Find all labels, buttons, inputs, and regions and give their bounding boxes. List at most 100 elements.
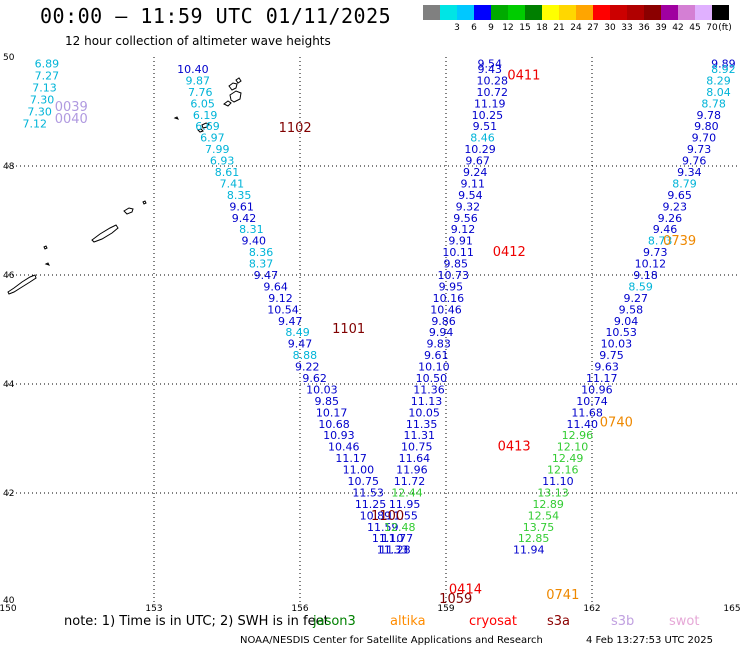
island (43, 245, 48, 250)
wave-height-value: 7.30 (30, 94, 55, 107)
wave-height-value: 11.96 (396, 464, 428, 477)
legend-label: 18 (536, 23, 548, 33)
wave-height-value: 9.40 (242, 235, 267, 248)
wave-height-value: 9.86 (431, 315, 456, 328)
wave-height-value: 9.47 (288, 338, 313, 351)
wave-height-value: 11.35 (406, 418, 438, 431)
wave-height-value: 10.75 (401, 441, 433, 454)
wave-height-value: 9.89 (711, 58, 736, 71)
wave-height-value: 11.55 (386, 509, 418, 522)
wave-height-value: 7.13 (32, 82, 57, 95)
island (228, 82, 238, 91)
pass-time-label: 0741 (546, 588, 579, 603)
legend-label: 36 (638, 23, 650, 33)
legend-swatch (508, 5, 525, 20)
wave-height-value: 8.35 (227, 189, 252, 202)
wave-height-value: 9.54 (478, 58, 503, 71)
wave-height-value: 9.11 (461, 177, 486, 190)
wave-height-value: 11.95 (389, 498, 421, 511)
legend-swatch (491, 5, 508, 20)
wave-height-value: 13.75 (523, 521, 555, 534)
lon-tick-label: 156 (291, 604, 308, 614)
lon-tick-label: 159 (437, 604, 454, 614)
wave-height-value: 7.12 (23, 117, 48, 130)
legend-swatch (576, 5, 593, 20)
wave-height-value: 9.54 (458, 189, 483, 202)
wave-height-value: 10.05 (408, 406, 440, 419)
wave-height-value: 10.54 (267, 303, 299, 316)
legend-label: 42 (672, 23, 684, 33)
wave-height-value: 9.47 (254, 269, 279, 282)
pass-time-label: 1101 (332, 322, 365, 337)
wave-height-value: 9.04 (614, 315, 639, 328)
lat-tick-label: 42 (3, 489, 14, 499)
wave-height-value: 10.16 (433, 292, 465, 305)
wave-height-value: 8.29 (706, 74, 731, 87)
wave-height-value: 10.40 (177, 63, 209, 76)
wave-height-value: 10.25 (472, 109, 504, 122)
wave-height-value: 9.67 (465, 155, 490, 168)
wave-height-value: 10.12 (635, 258, 667, 271)
island (44, 262, 50, 266)
legend-labels: 3 6 9 12 15 18 21 24 27 30 33 36 39 42 45 70 (ft) (423, 23, 740, 35)
island (229, 90, 242, 103)
island (223, 100, 232, 107)
wave-height-value: 12.49 (552, 452, 584, 465)
wave-height-value: 8.59 (628, 280, 653, 293)
wave-height-value: 10.72 (476, 86, 508, 99)
wave-height-value: 8.36 (249, 246, 274, 259)
wave-height-value: 6.97 (200, 132, 225, 145)
wave-height-value: 8.78 (701, 97, 726, 110)
wave-height-value: 11.40 (567, 418, 599, 431)
pass-time-label: 1059 (439, 592, 472, 607)
satellite-label: cryosat (469, 614, 517, 629)
wave-height-value: 9.51 (473, 120, 498, 133)
legend-label: 3 (454, 23, 460, 33)
wave-height-value: 12.89 (532, 498, 564, 511)
wave-height-value: 9.61 (229, 200, 254, 213)
wave-height-value: 11.17 (335, 452, 367, 465)
wave-height-value: 6.05 (190, 97, 215, 110)
wave-height-value: 8.92 (711, 63, 736, 76)
wave-height-value: 9.80 (694, 120, 719, 133)
legend-label: 24 (570, 23, 582, 33)
wave-height-value: 9.94 (429, 326, 454, 339)
wave-height-value: 9.70 (692, 132, 717, 145)
wave-height-value: 9.83 (426, 338, 451, 351)
wave-height-value: 9.95 (439, 280, 464, 293)
wave-height-value: 8.79 (672, 177, 697, 190)
legend-swatch (627, 5, 644, 20)
legend-label: 39 (655, 23, 667, 33)
legend-label: 70 (706, 23, 718, 33)
wave-height-value: 9.61 (424, 349, 449, 362)
wave-height-value: 10.75 (348, 475, 380, 488)
wave-height-value: 10.46 (430, 303, 462, 316)
lon-tick-label: 162 (583, 604, 600, 614)
track-0039: 6.897.277.137.307.307.12 (23, 58, 60, 131)
generation-timestamp: 4 Feb 13:27:53 UTC 2025 (586, 635, 713, 646)
kuril-islands-coastline (7, 77, 242, 295)
wave-height-value: 10.03 (306, 383, 338, 396)
pass-time-label: 0414 (449, 582, 482, 597)
satellite-label: s3a (547, 614, 571, 629)
footer-note: note: 1) Time is in UTC; 2) SWH is in fe… (64, 614, 329, 629)
wave-height-value: 6.93 (210, 155, 235, 168)
wave-height-value: 7.99 (205, 143, 230, 156)
wave-height-value: 12.10 (557, 441, 589, 454)
pass-time-label: 0039 (55, 100, 88, 115)
lat-lon-grid (8, 57, 738, 602)
wave-height-value: 9.65 (667, 189, 692, 202)
wave-height-value: 11.31 (403, 429, 435, 442)
wave-height-value: 9.42 (232, 212, 257, 225)
satellite-label: swot (669, 614, 700, 629)
wave-height-value: 8.73 (648, 235, 673, 248)
legend-swatches (423, 5, 729, 20)
wave-height-value: 11.25 (355, 498, 387, 511)
pass-time-label: 0739 (663, 234, 696, 249)
wave-height-value: 11.13 (411, 395, 443, 408)
wave-height-value: 9.73 (643, 246, 668, 259)
legend-swatch (593, 5, 610, 20)
lat-tick-label: 50 (3, 53, 15, 63)
wave-height-value: 10.29 (464, 143, 496, 156)
wave-height-value: 10.46 (328, 441, 360, 454)
